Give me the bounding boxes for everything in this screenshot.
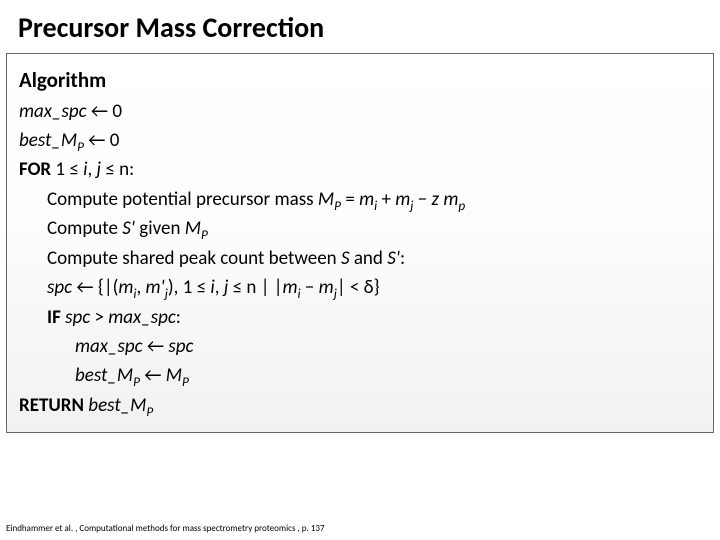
algorithm-line: IF spc > max_spc: bbox=[19, 303, 701, 332]
algorithm-line: Compute potential precursor mass MP = mi… bbox=[19, 185, 701, 214]
algorithm-line: best_MP ← 0 bbox=[19, 126, 701, 155]
algorithm-line: spc ← {|(mi, m'j), 1 ≤ i, j ≤ n | |mi − … bbox=[19, 273, 701, 302]
citation-text: Eindhammer et al. , Computational method… bbox=[6, 523, 325, 534]
algorithm-line: FOR 1 ≤ i, j ≤ n: bbox=[19, 155, 701, 184]
algorithm-line: RETURN best_MP bbox=[19, 391, 701, 420]
algorithm-heading: Algorithm bbox=[19, 64, 701, 97]
slide-title: Precursor Mass Correction bbox=[0, 0, 720, 53]
algorithm-box: Algorithm max_spc ← 0best_MP ← 0FOR 1 ≤ … bbox=[6, 53, 714, 433]
algorithm-line: Compute S' given MP bbox=[19, 214, 701, 243]
algorithm-line: best_MP ← MP bbox=[19, 361, 701, 390]
algorithm-body: max_spc ← 0best_MP ← 0FOR 1 ≤ i, j ≤ n:C… bbox=[19, 97, 701, 421]
algorithm-line: max_spc ← 0 bbox=[19, 97, 701, 126]
algorithm-line: max_spc ← spc bbox=[19, 332, 701, 361]
algorithm-line: Compute shared peak count between S and … bbox=[19, 244, 701, 273]
